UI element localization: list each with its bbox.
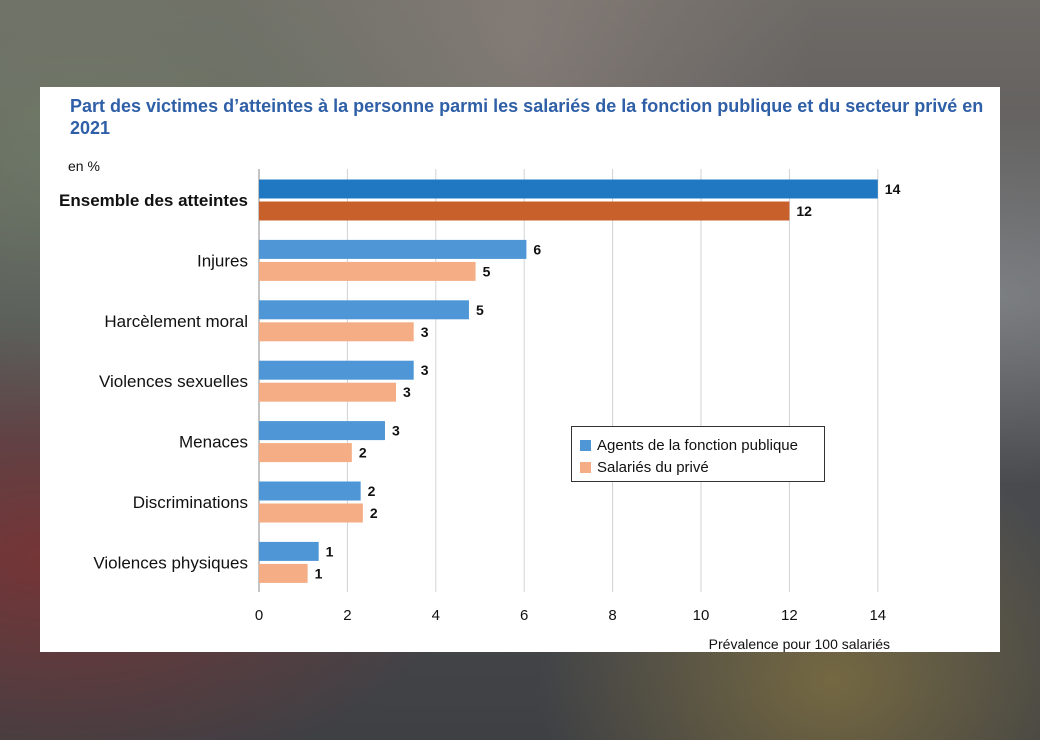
x-tick-label: 14 (869, 607, 886, 624)
x-tick-label: 10 (693, 607, 710, 624)
data-label: 6 (533, 241, 541, 257)
category-label: Injures (197, 251, 248, 270)
category-label: Violences sexuelles (99, 372, 248, 391)
data-label: 1 (315, 565, 323, 581)
data-label: 3 (403, 384, 411, 400)
bar (259, 179, 878, 199)
bar (259, 322, 414, 342)
bar (259, 360, 414, 380)
chart-card: Part des victimes d’atteintes à la perso… (40, 87, 1000, 652)
data-label: 5 (476, 302, 484, 318)
category-label: Violences physiques (93, 553, 248, 572)
data-label: 2 (368, 483, 376, 499)
data-label: 2 (359, 445, 367, 461)
bar (259, 443, 352, 463)
legend-swatch-agents (580, 439, 591, 451)
data-label: 3 (421, 362, 429, 378)
bar (259, 300, 469, 320)
chart-title: Part des victimes d’atteintes à la perso… (70, 96, 984, 138)
data-label: 14 (885, 181, 901, 197)
x-tick-label: 6 (520, 607, 528, 624)
bar (259, 541, 319, 561)
bar (259, 382, 397, 402)
legend-item-prive: Salariés du privé (580, 456, 824, 478)
legend-item-agents: Agents de la fonction publique (580, 434, 824, 456)
data-label: 3 (421, 324, 429, 340)
x-tick-label: 12 (781, 607, 798, 624)
bar (259, 503, 363, 523)
x-axis-label: Prévalence pour 100 salariés (708, 636, 890, 652)
bar (259, 201, 790, 221)
x-tick-label: 4 (432, 607, 440, 624)
data-label: 3 (392, 423, 400, 439)
legend-swatch-prive (580, 461, 591, 473)
data-label: 1 (326, 543, 334, 559)
data-label: 2 (370, 505, 378, 521)
legend-label-agents: Agents de la fonction publique (597, 436, 798, 454)
x-tick-label: 2 (343, 607, 351, 624)
bar (259, 239, 527, 259)
bar (259, 261, 476, 281)
data-label: 12 (796, 203, 812, 219)
bar (259, 421, 385, 441)
data-label: 5 (483, 263, 491, 279)
category-label: Discriminations (133, 493, 248, 512)
bar (259, 481, 361, 501)
chart-legend: Agents de la fonction publique Salariés … (571, 426, 825, 482)
category-label: Harcèlement moral (104, 312, 248, 331)
x-tick-label: 0 (255, 607, 263, 624)
bar (259, 563, 308, 583)
unit-label: en % (68, 158, 100, 174)
category-label: Menaces (179, 433, 248, 452)
category-label: Ensemble des atteintes (59, 191, 248, 210)
x-tick-label: 8 (608, 607, 616, 624)
legend-label-prive: Salariés du privé (597, 458, 709, 476)
